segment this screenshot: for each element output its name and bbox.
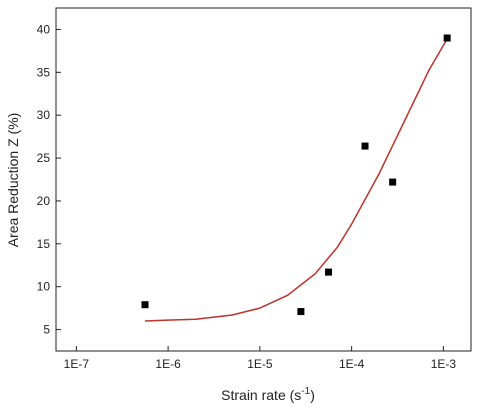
y-tick-label: 5 [43, 323, 50, 337]
plot-frame [55, 7, 472, 352]
data-point [443, 34, 451, 42]
series-layer [141, 34, 451, 322]
x-axis-title-close: ) [310, 387, 315, 403]
y-tick-label: 35 [37, 65, 51, 79]
x-tick-label: 1E-6 [155, 357, 181, 371]
y-axis-ticks: 5 10 15 20 25 30 35 40 [37, 22, 61, 337]
x-tick-label: 1E-5 [247, 357, 273, 371]
x-axis-title: Strain rate (s-1) [221, 386, 315, 403]
data-point [325, 268, 333, 276]
x-axis-title-main: Strain rate (s [221, 387, 301, 403]
data-point [389, 178, 397, 186]
x-tick-label: 1E-4 [339, 357, 365, 371]
x-tick-label: 1E-3 [431, 357, 457, 371]
x-axis-title-superscript: -1 [301, 386, 310, 397]
y-tick-label: 30 [37, 108, 51, 122]
x-axis-ticks: 1E-7 1E-6 1E-5 1E-4 1E-3 [64, 346, 457, 371]
y-tick-label: 10 [37, 280, 51, 294]
data-point [141, 301, 149, 309]
y-tick-label: 25 [37, 151, 51, 165]
y-tick-label: 40 [37, 22, 51, 36]
y-tick-label: 20 [37, 194, 51, 208]
y-tick-label: 15 [37, 237, 51, 251]
y-axis-title: Area Reduction Z (%) [5, 113, 21, 248]
data-point [297, 308, 305, 316]
data-point [361, 142, 369, 150]
x-tick-label: 1E-7 [64, 357, 90, 371]
fit-curve [144, 38, 448, 322]
